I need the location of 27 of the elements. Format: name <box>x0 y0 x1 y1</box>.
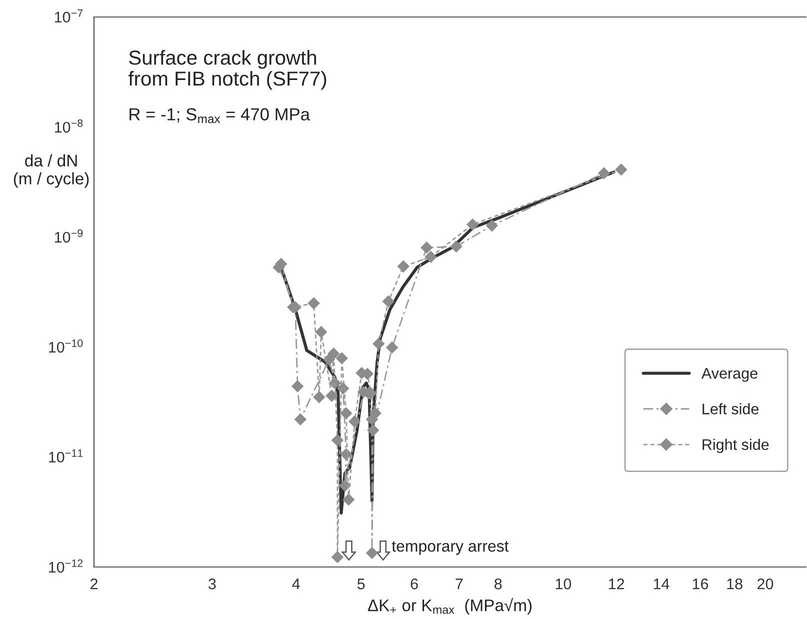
x-tick-label: 2 <box>90 578 98 590</box>
annotation: temporary arrest <box>392 541 509 555</box>
legend-label: Left side <box>702 403 758 414</box>
y-tick-label: 10$^{−11}$ <box>49 449 83 463</box>
x-tick-label: 3 <box>208 578 216 590</box>
x-tick-label: 12 <box>609 578 624 590</box>
x-axis-title: ΔK$_{+}$ or K$_{max}$ (MPa√m) <box>368 598 532 615</box>
y-axis-title: da / dN (m / cycle) <box>14 154 89 188</box>
legend-label: Right side <box>702 438 769 454</box>
text: R = -1; S$_{max}$ = 470 MPa <box>130 108 310 124</box>
text: Surface crack growth from FIB notch (SF77) <box>128 50 326 90</box>
x-tick-label: 10 <box>556 578 572 590</box>
x-tick-label: 4 <box>292 578 300 590</box>
x-tick-label: 7 <box>456 578 463 590</box>
y-tick-label: 10$^{−9}$ <box>54 229 83 243</box>
x-tick-label: 16 <box>692 578 708 590</box>
y-tick-label: 10$^{−12}$ <box>49 559 83 573</box>
x-tick-label: 20 <box>758 578 774 590</box>
x-tick-label: 8 <box>494 578 502 590</box>
y-tick-label: 10$^{−8}$ <box>54 119 83 133</box>
x-tick-label: 6 <box>410 578 418 590</box>
x-tick-label: 5 <box>357 578 365 590</box>
legend-label: Average <box>701 368 758 382</box>
x-tick-label: 18 <box>727 578 742 590</box>
y-tick-label: 10$^{−10}$ <box>49 339 83 353</box>
y-tick-label: 10$^{−7}$ <box>54 9 83 23</box>
x-tick-label: 14 <box>654 578 670 590</box>
